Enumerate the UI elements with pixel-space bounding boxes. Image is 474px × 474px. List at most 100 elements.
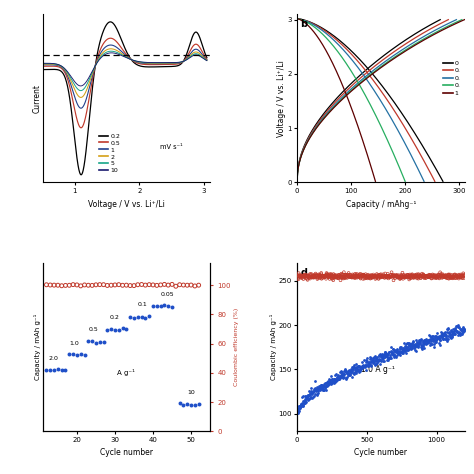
Point (311, 387, 319, 394)
Point (344, 272, 352, 280)
Point (451, 272, 458, 279)
Point (350, 273, 358, 280)
Point (457, 330, 465, 337)
Point (358, 271, 365, 279)
Point (355, 272, 363, 279)
Point (337, 273, 344, 280)
Point (324, 273, 332, 280)
Point (412, 272, 420, 280)
Point (406, 274, 413, 282)
Point (312, 388, 320, 395)
Point (421, 273, 428, 281)
Point (396, 274, 403, 282)
Point (318, 381, 325, 388)
Point (307, 270, 315, 278)
Point (410, 274, 417, 282)
Point (399, 273, 407, 281)
Point (313, 391, 321, 398)
Point (153, 302, 161, 310)
Point (417, 343, 425, 351)
Point (358, 273, 365, 281)
Point (382, 353, 389, 361)
Point (411, 271, 419, 279)
Point (374, 357, 382, 365)
Point (389, 273, 397, 281)
Point (329, 378, 337, 385)
Point (306, 394, 314, 401)
Point (392, 346, 399, 354)
Point (383, 352, 391, 360)
Point (428, 336, 435, 344)
Point (393, 274, 401, 282)
Point (361, 273, 369, 281)
Point (393, 352, 401, 359)
Point (370, 358, 377, 365)
Point (429, 273, 437, 280)
Point (325, 271, 333, 279)
Point (423, 339, 430, 346)
Point (343, 369, 351, 377)
Point (294, 271, 301, 279)
Point (394, 273, 402, 280)
Point (380, 357, 388, 365)
Point (134, 281, 142, 289)
Point (350, 369, 358, 376)
Point (356, 363, 363, 371)
Point (187, 281, 195, 289)
Point (325, 381, 333, 388)
Point (383, 273, 390, 281)
Point (418, 270, 426, 277)
Point (62, 282, 69, 289)
Point (390, 345, 397, 352)
Point (357, 364, 365, 372)
Point (373, 274, 380, 282)
Point (439, 272, 447, 279)
Point (127, 313, 134, 320)
Text: 0.2: 0.2 (109, 315, 119, 320)
Point (392, 272, 399, 279)
Point (431, 272, 438, 280)
Point (92, 339, 100, 346)
Point (404, 344, 412, 351)
Point (433, 274, 441, 282)
Point (419, 346, 426, 353)
Point (375, 275, 383, 283)
Point (420, 273, 428, 281)
Point (304, 272, 311, 280)
Point (321, 383, 328, 391)
Point (450, 271, 458, 278)
Point (420, 338, 428, 346)
Point (415, 271, 422, 278)
Point (429, 332, 437, 340)
Point (408, 271, 416, 279)
Point (319, 382, 327, 389)
Point (339, 372, 346, 379)
Point (332, 272, 339, 280)
Point (356, 367, 364, 375)
Point (379, 273, 387, 281)
Point (297, 401, 305, 409)
Point (294, 405, 302, 413)
Point (396, 275, 404, 283)
Point (153, 282, 161, 289)
Point (317, 270, 325, 278)
Point (310, 274, 317, 282)
Point (405, 341, 413, 348)
Point (439, 273, 447, 281)
Point (408, 345, 415, 353)
Point (330, 273, 337, 281)
Point (422, 337, 430, 345)
Point (440, 331, 447, 338)
Point (456, 272, 464, 280)
Point (303, 394, 310, 401)
Point (404, 346, 411, 354)
Y-axis label: Capacity / mAh g⁻¹: Capacity / mAh g⁻¹ (34, 314, 41, 381)
Point (365, 362, 373, 369)
Point (353, 366, 360, 374)
Point (453, 328, 461, 336)
Point (397, 273, 405, 280)
Point (353, 367, 360, 374)
Point (407, 343, 415, 350)
Point (180, 281, 187, 289)
Point (319, 386, 327, 394)
